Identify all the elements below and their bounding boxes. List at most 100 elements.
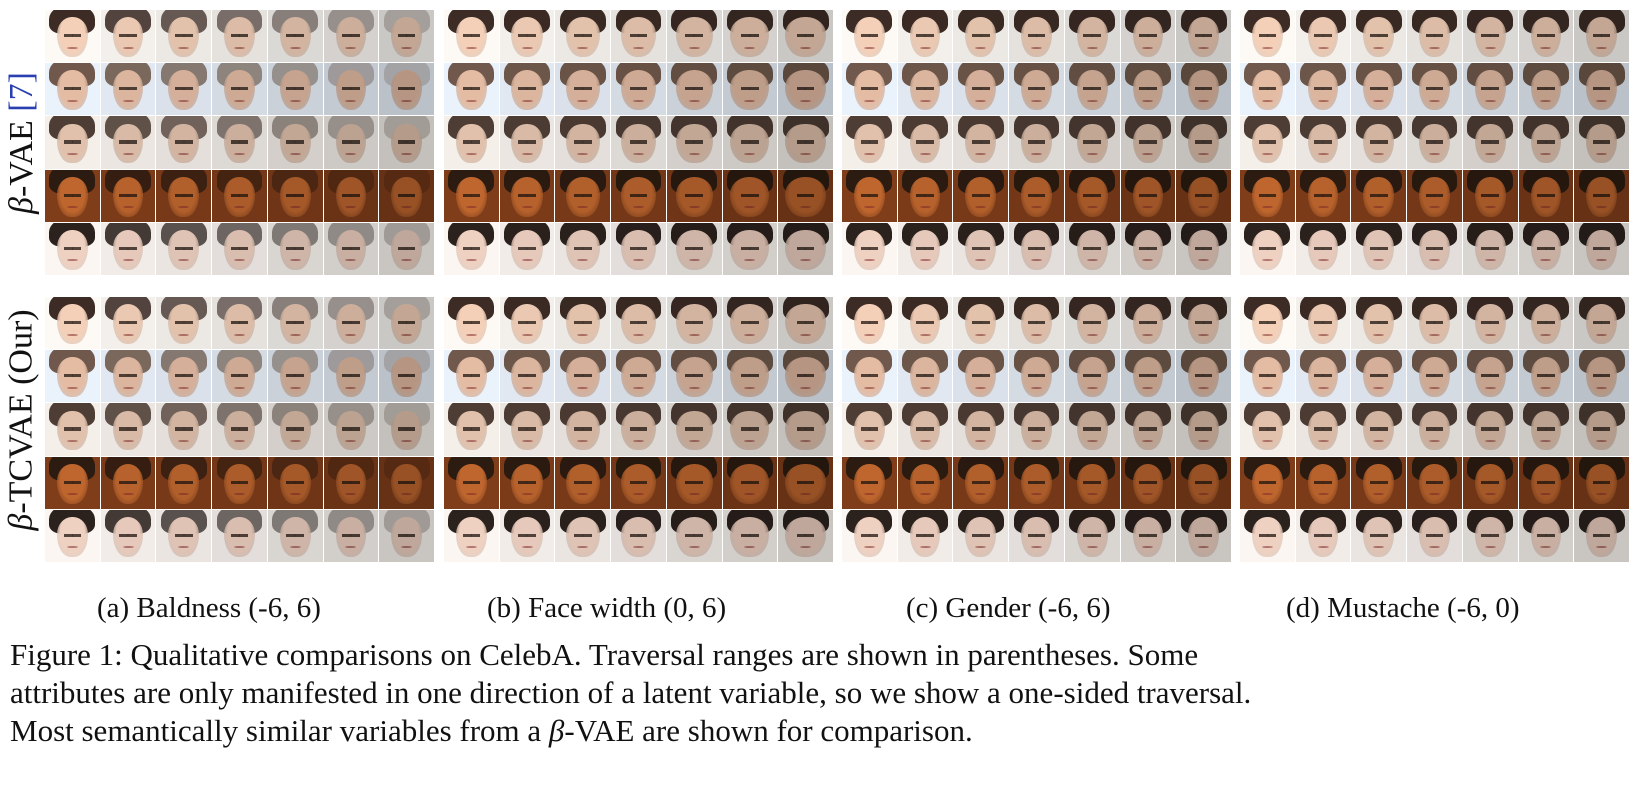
face-skin — [1474, 176, 1506, 217]
face-mouth — [1317, 333, 1329, 336]
face-eyes — [518, 427, 536, 431]
face-mouth — [1261, 99, 1273, 102]
face-mouth — [1540, 259, 1552, 262]
face-mouth — [521, 259, 533, 262]
face-eyes — [629, 374, 648, 378]
face-mouth — [633, 46, 644, 49]
face-skin — [854, 70, 885, 111]
face-eyes — [518, 321, 536, 325]
face-thumbnail — [722, 116, 778, 169]
face-mouth — [66, 206, 78, 209]
face-eyes — [1592, 480, 1611, 484]
face-thumbnail — [1351, 63, 1407, 116]
face-eyes — [518, 246, 536, 250]
face-thumbnail — [1518, 509, 1574, 562]
face-mouth — [919, 152, 931, 155]
face-eyes — [397, 480, 416, 484]
face-skin — [1530, 123, 1562, 164]
face-mouth — [1429, 493, 1440, 496]
face-skin — [1021, 304, 1052, 344]
face-skin — [279, 517, 311, 557]
face-skin — [1586, 70, 1617, 111]
face-skin — [335, 463, 367, 504]
face-mouth — [234, 493, 245, 496]
face-thumbnail — [555, 222, 611, 275]
face-mouth — [465, 46, 477, 49]
face-thumbnail — [1064, 10, 1120, 63]
face-skin — [1076, 123, 1108, 164]
face-eyes — [1314, 87, 1332, 91]
face-mouth — [1317, 439, 1329, 442]
face-mouth — [1261, 333, 1273, 336]
face-mouth — [863, 99, 875, 102]
face-skin — [1021, 70, 1052, 111]
face-mouth — [178, 439, 190, 442]
face-skin — [1307, 357, 1339, 398]
face-mouth — [66, 386, 78, 389]
face-eyes — [462, 374, 481, 378]
face-mouth — [1142, 206, 1154, 209]
face-skin — [57, 176, 88, 217]
face-thumbnail — [45, 403, 100, 456]
face-eyes — [1083, 246, 1101, 250]
face-skin — [1021, 517, 1052, 557]
face-eyes — [1194, 427, 1213, 431]
face-thumbnail — [1120, 403, 1176, 456]
face-skin — [730, 70, 770, 111]
face-thumbnail — [1240, 222, 1295, 275]
face-skin — [1530, 357, 1562, 398]
face-thumbnail — [1407, 509, 1462, 562]
face-mouth — [1596, 206, 1608, 209]
face-thumbnail — [1176, 509, 1231, 562]
face-eyes — [1370, 427, 1388, 431]
face-eyes — [1592, 87, 1611, 91]
face-thumbnail — [897, 403, 953, 456]
face-skin — [1021, 410, 1052, 451]
face-eyes — [685, 87, 703, 91]
face-eyes — [286, 34, 304, 38]
face-thumbnail — [1462, 63, 1518, 116]
face-thumbnail — [1240, 297, 1295, 350]
citation-link[interactable]: [7] — [3, 71, 41, 112]
face-eyes — [1258, 480, 1277, 484]
face-mouth — [800, 99, 812, 102]
face-mouth — [465, 333, 477, 336]
face-eyes — [741, 246, 759, 250]
face-skin — [510, 17, 544, 57]
face-mouth — [66, 46, 78, 49]
face-mouth — [688, 99, 700, 102]
face-mouth — [465, 546, 477, 549]
face-eyes — [1027, 87, 1046, 91]
face-thumbnail — [499, 10, 555, 63]
face-thumbnail — [722, 456, 778, 509]
face-eyes — [342, 34, 360, 38]
face-mouth — [1373, 152, 1385, 155]
face-skin — [675, 517, 713, 557]
face-eyes — [1537, 374, 1555, 378]
face-thumbnail — [611, 116, 666, 169]
face-skin — [1363, 463, 1395, 504]
face-skin — [1474, 517, 1506, 557]
face-eyes — [1537, 34, 1555, 38]
face-skin — [456, 463, 487, 504]
face-mouth — [1198, 46, 1210, 49]
face-skin — [112, 230, 144, 270]
face-skin — [1307, 230, 1339, 270]
face-thumbnail — [611, 456, 666, 509]
face-skin — [168, 517, 200, 557]
face-eyes — [741, 87, 759, 91]
face-mouth — [234, 439, 245, 442]
face-thumbnail — [1240, 63, 1295, 116]
face-mouth — [289, 546, 301, 549]
face-eyes — [796, 427, 815, 431]
face-eyes — [629, 480, 648, 484]
face-thumbnail — [1009, 222, 1064, 275]
face-mouth — [1317, 99, 1329, 102]
face-mouth — [1317, 493, 1329, 496]
face-skin — [391, 70, 422, 111]
face-mouth — [1540, 152, 1552, 155]
face-thumbnail — [555, 403, 611, 456]
face-mouth — [1317, 386, 1329, 389]
face-eyes — [1370, 34, 1388, 38]
face-mouth — [465, 386, 477, 389]
